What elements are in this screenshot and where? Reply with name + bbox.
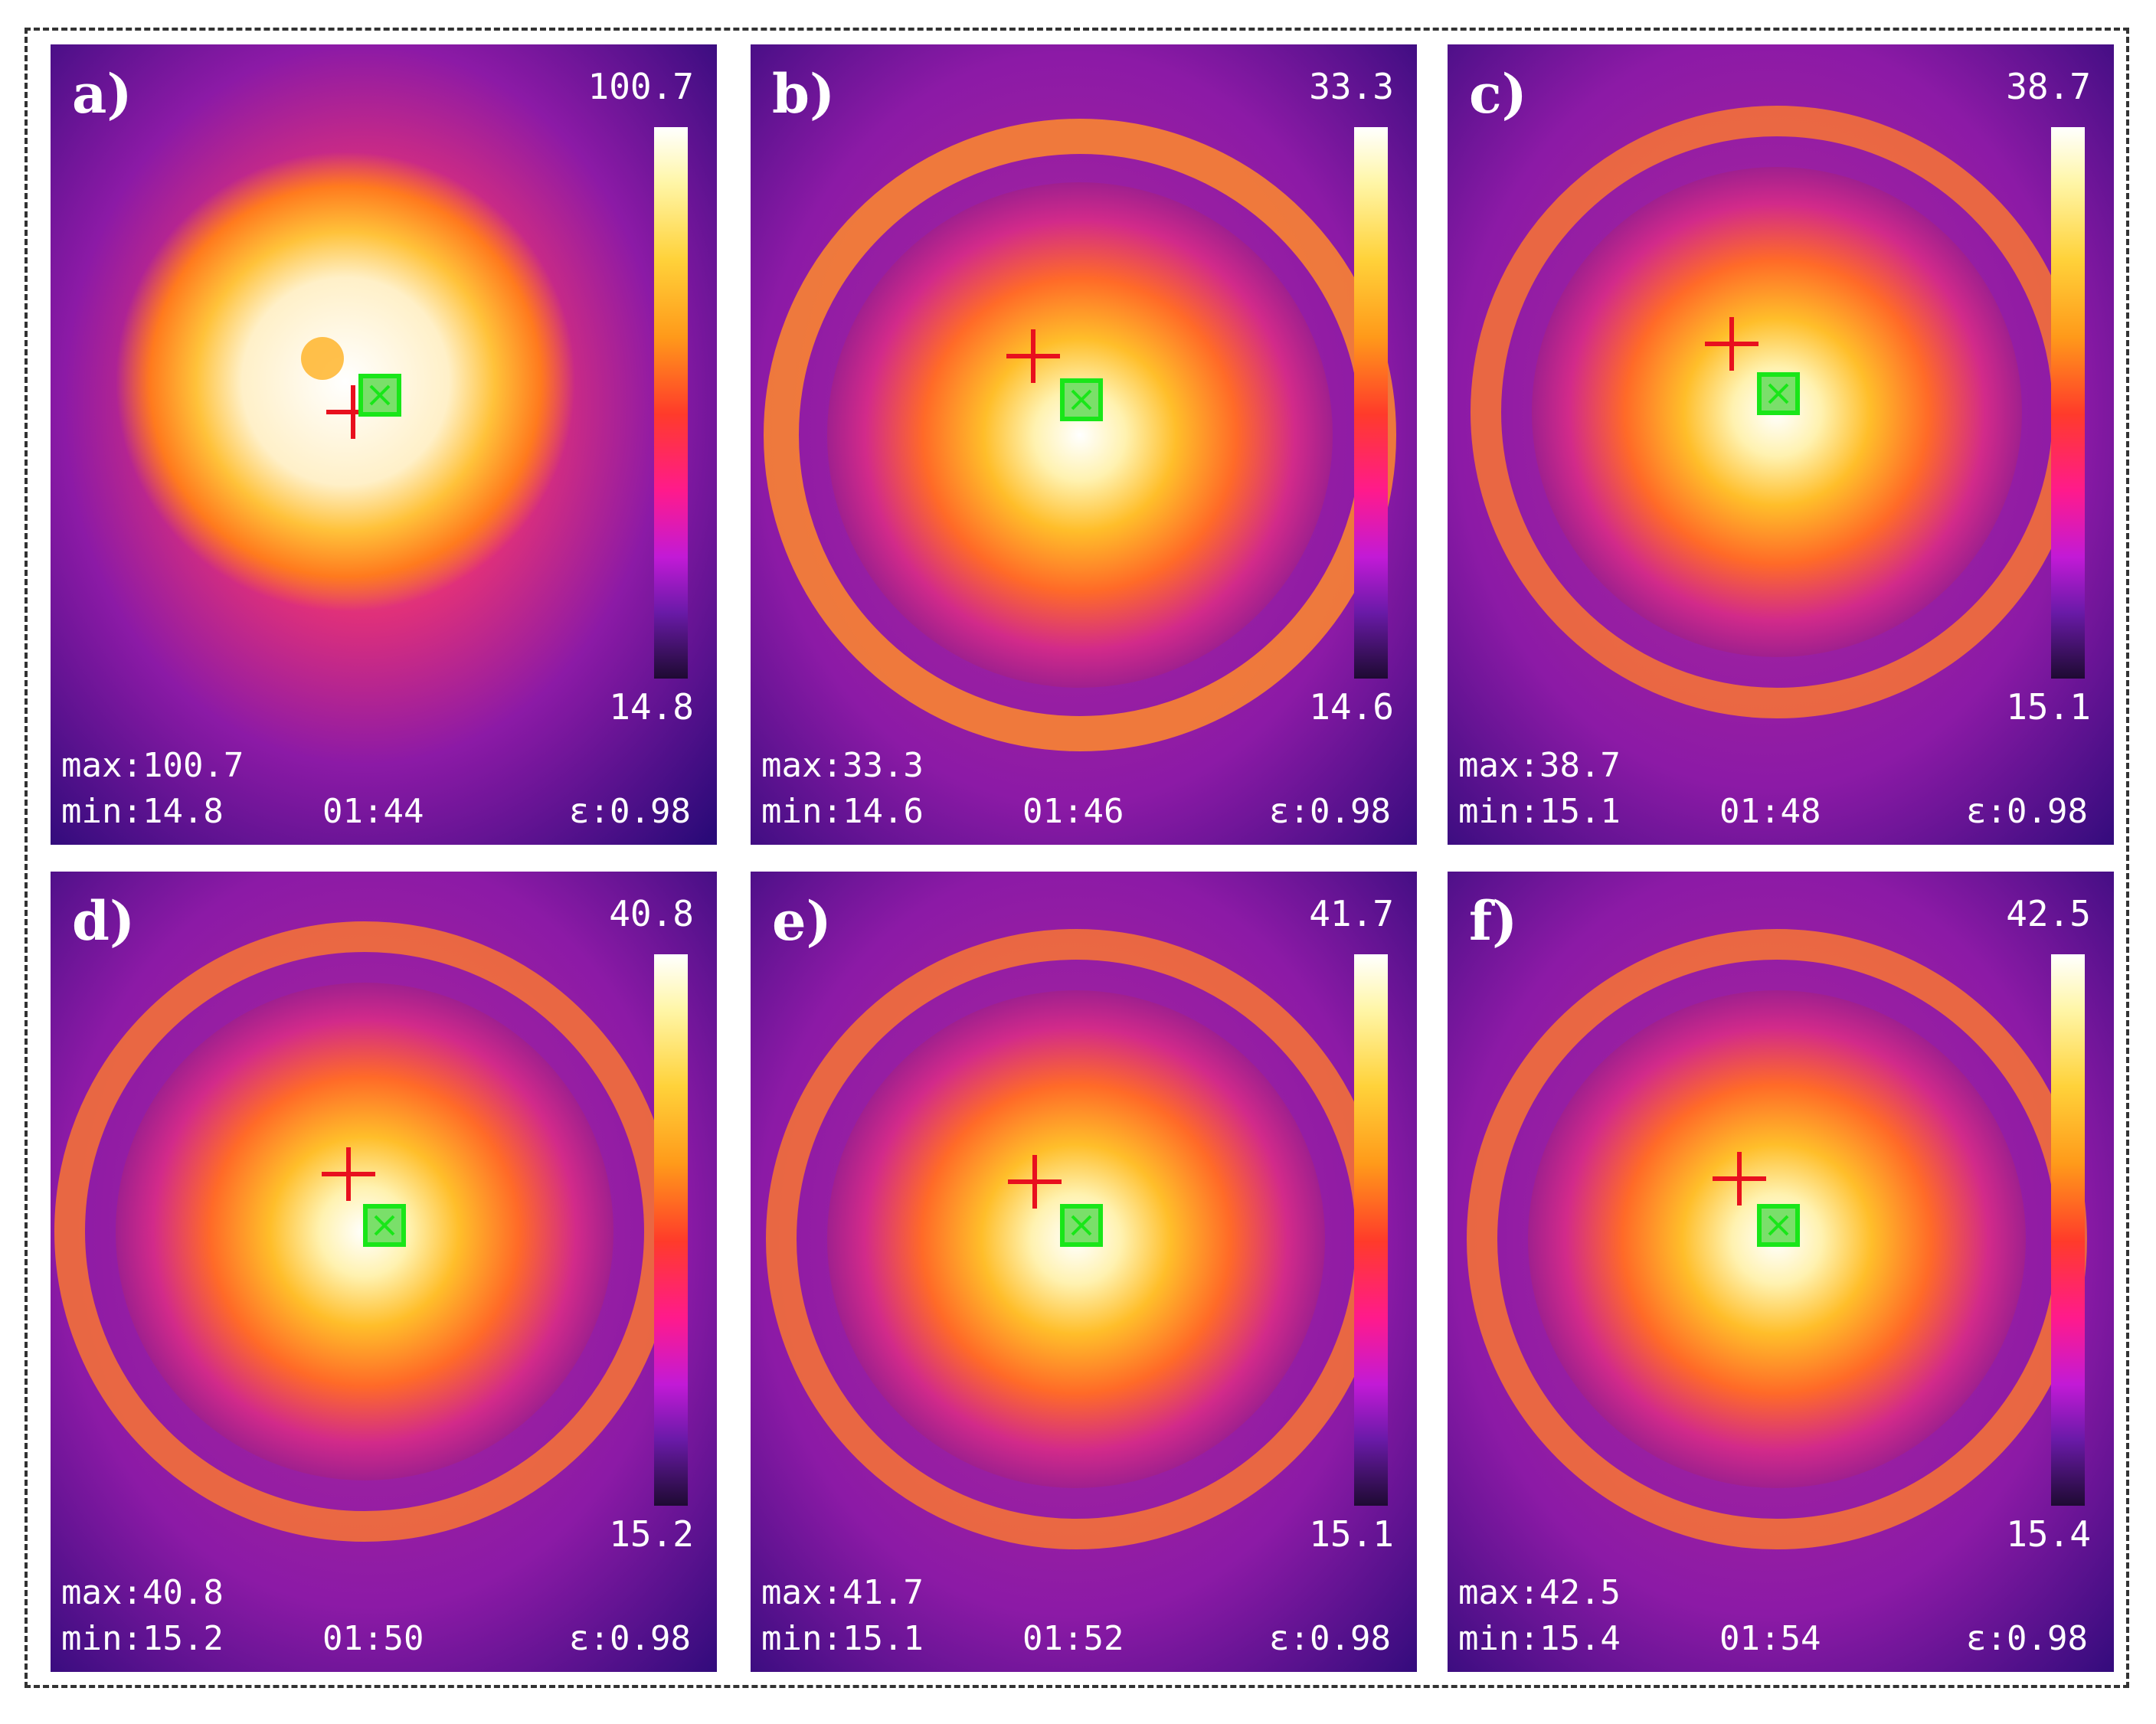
emissivity-readout: ε:0.98 [1269,1619,1391,1658]
scale-max-value: 33.3 [1309,66,1394,107]
timestamp: 01:54 [1719,1619,1821,1658]
measurement-box-icon [363,1204,406,1247]
crosshair-icon [1008,1155,1062,1209]
temperature-colorbar [1354,954,1388,1506]
temperature-colorbar [2051,954,2085,1506]
timestamp: 01:44 [322,792,424,831]
timestamp: 01:52 [1022,1619,1124,1658]
panel-label: f) [1469,889,1518,953]
thermal-panel-e: e) 41.7 15.1 max:41.7 min:15.1 01:52 ε:0… [751,872,1417,1672]
timestamp: 01:46 [1022,792,1124,831]
emissivity-readout: ε:0.98 [569,1619,691,1658]
measurement-box-icon [1060,1204,1103,1247]
emissivity-readout: ε:0.98 [1269,792,1391,831]
thermal-panel-c: c) 38.7 15.1 max:38.7 min:15.1 01:48 ε:0… [1448,44,2114,845]
max-readout: max:100.7 [61,746,244,785]
panel-label: c) [1469,62,1527,126]
scale-min-value: 14.6 [1309,686,1394,728]
min-readout: min:15.1 [761,1619,924,1658]
panel-label: e) [772,889,832,953]
emissivity-readout: ε:0.98 [569,792,691,831]
thermal-panel-b: b) 33.3 14.6 max:33.3 min:14.6 01:46 ε:0… [751,44,1417,845]
crosshair-icon [1713,1152,1766,1205]
min-readout: min:15.4 [1458,1619,1621,1658]
scale-max-value: 41.7 [1309,893,1394,934]
scale-max-value: 38.7 [2006,66,2091,107]
temperature-colorbar [654,954,688,1506]
emissivity-readout: ε:0.98 [1966,1619,2088,1658]
thermal-panel-f: f) 42.5 15.4 max:42.5 min:15.4 01:54 ε:0… [1448,872,2114,1672]
scale-min-value: 15.1 [2006,686,2091,728]
max-readout: max:38.7 [1458,746,1621,785]
max-readout: max:42.5 [1458,1573,1621,1612]
scale-max-value: 100.7 [587,66,694,107]
scale-min-value: 15.1 [1309,1513,1394,1555]
crosshair-icon [322,1147,375,1201]
max-readout: max:40.8 [61,1573,224,1612]
scale-min-value: 14.8 [609,686,694,728]
panel-label: a) [72,62,133,126]
measurement-box-icon [1060,378,1103,421]
scale-max-value: 40.8 [609,893,694,934]
thermal-panel-d: d) 40.8 15.2 max:40.8 min:15.2 01:50 ε:0… [51,872,717,1672]
scale-min-value: 15.4 [2006,1513,2091,1555]
max-readout: max:33.3 [761,746,924,785]
panel-label: b) [772,62,836,126]
crosshair-icon [1705,317,1758,371]
scale-min-value: 15.2 [609,1513,694,1555]
emissivity-readout: ε:0.98 [1966,792,2088,831]
max-readout: max:41.7 [761,1573,924,1612]
min-readout: min:14.6 [761,792,924,831]
min-readout: min:15.1 [1458,792,1621,831]
temperature-colorbar [654,127,688,679]
thermal-image-a [51,44,717,845]
temperature-colorbar [1354,127,1388,679]
crosshair-icon [1006,329,1060,383]
measurement-box-icon [358,374,401,417]
timestamp: 01:48 [1719,792,1821,831]
measurement-box-icon [1757,1204,1800,1247]
thermal-image-c [1448,44,2114,845]
figure-frame [25,28,2129,1688]
timestamp: 01:50 [322,1619,424,1658]
thermal-panel-a: a) 100.7 14.8 max:100.7 min:14.8 01:44 ε… [51,44,717,845]
measurement-box-icon [1757,372,1800,415]
min-readout: min:15.2 [61,1619,224,1658]
panel-label: d) [72,889,136,953]
min-readout: min:14.8 [61,792,224,831]
thermal-image-f [1448,872,2114,1672]
temperature-colorbar [2051,127,2085,679]
scale-max-value: 42.5 [2006,893,2091,934]
